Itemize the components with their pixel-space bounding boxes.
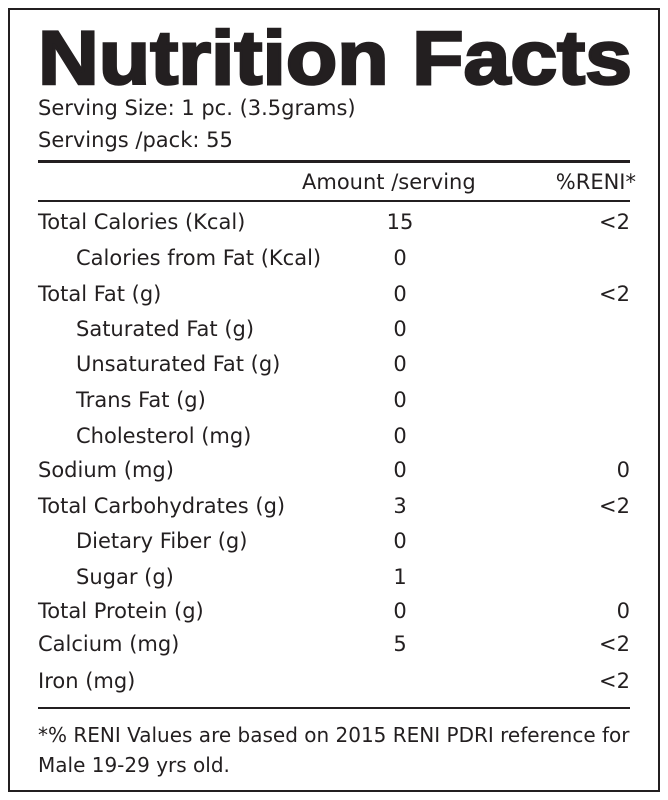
reni: <2	[599, 632, 630, 656]
amount: 0	[393, 529, 407, 553]
reni: <2	[599, 494, 630, 518]
amount: 0	[393, 388, 407, 412]
amount: 0	[393, 352, 407, 376]
amount: 0	[393, 282, 407, 306]
row-label: Calcium (mg)	[38, 632, 180, 656]
amount: 3	[393, 494, 407, 518]
rule	[38, 707, 630, 709]
row-label: Trans Fat (g)	[76, 388, 206, 412]
reni: <2	[599, 669, 630, 693]
amount: 5	[393, 632, 407, 656]
thick-rule	[38, 160, 630, 163]
reni: 0	[616, 599, 630, 623]
nutrition-label: Nutrition Facts Serving Size: 1 pc. (3.5…	[8, 8, 660, 792]
title-box: Nutrition Facts	[37, 15, 634, 100]
row-label: Cholesterol (mg)	[76, 424, 252, 448]
amount: 0	[393, 317, 407, 341]
amount: 0	[393, 424, 407, 448]
rule	[38, 200, 630, 202]
row-label: Sugar (g)	[76, 565, 174, 589]
reni: <2	[599, 282, 630, 306]
amount: 1	[393, 565, 407, 589]
amount: 0	[393, 599, 407, 623]
row-label: Iron (mg)	[38, 669, 136, 693]
row-label: Unsaturated Fat (g)	[76, 352, 281, 376]
footnote: *% RENI Values are based on 2015 RENI PD…	[38, 723, 630, 777]
amount: 15	[386, 210, 414, 234]
row-label: Calories from Fat (Kcal)	[76, 246, 322, 270]
row-label: Total Fat (g)	[38, 282, 162, 306]
column-header: Amount /serving	[302, 170, 476, 194]
reni: <2	[599, 210, 630, 234]
reni: 0	[616, 458, 630, 482]
row-label: Sodium (mg)	[38, 458, 174, 482]
row-label: Total Carbohydrates (g)	[38, 494, 286, 518]
title: Nutrition Facts	[38, 16, 632, 100]
servings-per-pack: Servings /pack: 55	[38, 128, 233, 152]
serving-size: Serving Size: 1 pc. (3.5grams)	[38, 96, 356, 120]
amount: 0	[393, 458, 407, 482]
row-label: Dietary Fiber (g)	[76, 529, 248, 553]
row-label: Total Calories (Kcal)	[38, 210, 246, 234]
column-header: %RENI*	[555, 170, 636, 194]
row-label: Total Protein (g)	[38, 599, 204, 623]
row-label: Saturated Fat (g)	[76, 317, 255, 341]
amount: 0	[393, 246, 407, 270]
